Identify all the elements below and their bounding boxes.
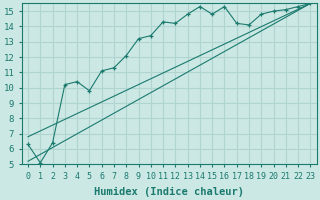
X-axis label: Humidex (Indice chaleur): Humidex (Indice chaleur) (94, 186, 244, 197)
